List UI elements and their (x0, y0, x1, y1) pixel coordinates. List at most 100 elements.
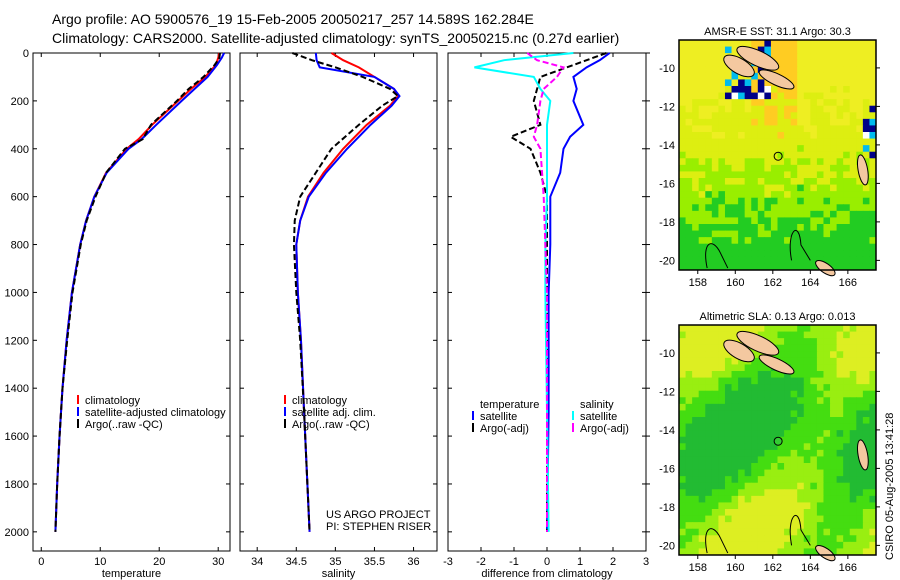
map-cell (705, 397, 713, 405)
map-cell (816, 145, 824, 153)
map-cell (698, 476, 706, 484)
map-cell (751, 417, 759, 425)
map-cell (711, 191, 719, 199)
map-cell (803, 145, 811, 153)
map-cell (731, 377, 739, 385)
map-cell (777, 118, 785, 126)
map-cell (751, 390, 759, 398)
map-cell (711, 476, 719, 484)
map-cell (770, 423, 778, 431)
map-cell (777, 482, 785, 490)
map-cell (738, 256, 746, 264)
map-cell (823, 476, 831, 484)
map-cell (836, 53, 844, 61)
map-cell (679, 325, 687, 333)
map-cell (692, 46, 700, 54)
map-cell (843, 344, 851, 352)
map-cell (692, 489, 700, 497)
map-cell (790, 46, 798, 54)
map-cell (718, 423, 726, 431)
map-cell (836, 390, 844, 398)
map-cell (698, 384, 706, 392)
map-cell (843, 535, 851, 543)
map-cell (790, 384, 798, 392)
profile-panel-2: 34 34.5 35 35.5 36salinityclimatologysatelli… (239, 52, 438, 580)
map-cell (784, 263, 792, 271)
map-cell (797, 476, 805, 484)
map-cell (679, 495, 687, 503)
map-cell (757, 371, 765, 379)
map-cell (724, 197, 733, 205)
map-cell (724, 256, 733, 264)
map-cell (777, 522, 785, 530)
map-cell (862, 522, 870, 530)
map-cell (738, 263, 746, 271)
map-cell (705, 178, 713, 186)
map-cell (738, 430, 746, 438)
map-cell (718, 184, 726, 192)
map-cell (784, 469, 792, 477)
map-cell (869, 430, 877, 438)
map-cell (803, 443, 811, 451)
map-cell (751, 79, 759, 87)
map-cell (869, 105, 877, 113)
map-cell (784, 403, 792, 411)
map-cell (757, 502, 765, 510)
map-cell (830, 509, 838, 517)
map-cell (692, 53, 700, 61)
map-cell (784, 210, 792, 218)
map-cell (797, 171, 805, 179)
map-cell (685, 66, 693, 74)
map-cell (692, 178, 700, 186)
map-cell (830, 99, 838, 107)
map-cell (862, 112, 870, 120)
map-cell (692, 210, 700, 218)
map-cell (836, 59, 844, 67)
map-cell (777, 535, 785, 543)
map-cell (830, 338, 838, 346)
map-cell (751, 502, 759, 510)
map-cell (803, 351, 811, 359)
map-cell (797, 191, 805, 199)
map-cell (856, 256, 864, 264)
map-cell (724, 92, 733, 100)
map-cell (784, 191, 792, 199)
map-cell (711, 443, 719, 451)
map-cell (797, 46, 805, 54)
map-cell (810, 338, 818, 346)
map-cell (711, 344, 719, 352)
map-cell (810, 423, 818, 431)
map-cell (777, 331, 785, 339)
map-cell (679, 171, 687, 179)
map-cell (705, 482, 713, 490)
map-cell (744, 105, 752, 113)
map-cell (751, 377, 759, 385)
map-cell (718, 364, 726, 372)
map-cell (724, 125, 733, 133)
map-cell (705, 325, 713, 333)
map-cell (685, 178, 693, 186)
map-cell (810, 171, 818, 179)
map-cell (856, 263, 864, 271)
map-cell (764, 509, 772, 517)
map-cell (692, 40, 700, 48)
map-cell (764, 410, 772, 418)
map-cell (843, 522, 851, 530)
map-cell (823, 338, 831, 346)
map-cell (862, 184, 870, 192)
map-cell (862, 132, 870, 140)
map-cell (770, 145, 778, 153)
x-tick-label: 160 (726, 562, 744, 574)
map-cell (803, 344, 811, 352)
map-cell (685, 256, 693, 264)
map-cell (724, 456, 733, 464)
map-cell (738, 145, 746, 153)
map-cell (770, 171, 778, 179)
map-cell (724, 164, 733, 172)
map-cell (777, 171, 785, 179)
map-cell (738, 178, 746, 186)
map-cell (685, 364, 693, 372)
map-cell (810, 197, 818, 205)
map-cell (862, 331, 870, 339)
